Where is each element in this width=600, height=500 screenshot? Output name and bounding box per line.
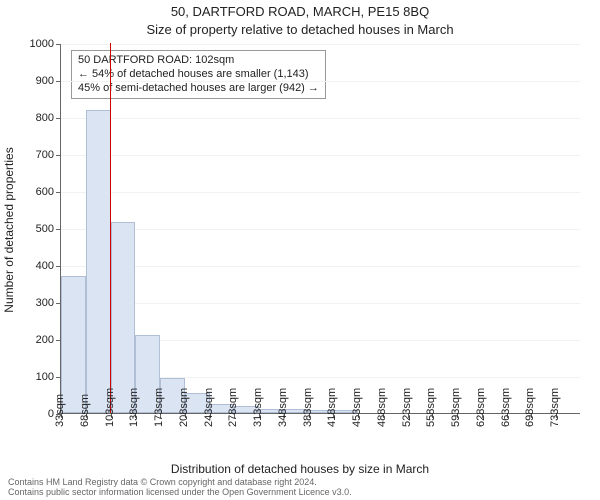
- gridline: [61, 44, 580, 45]
- gridline: [61, 155, 580, 156]
- y-tick-label: 0: [14, 408, 54, 420]
- y-tick-label: 500: [14, 223, 54, 235]
- y-tick-label: 100: [14, 371, 54, 383]
- bar: [61, 276, 86, 413]
- y-tick: [56, 81, 61, 82]
- info-box-line1: 50 DARTFORD ROAD: 102sqm: [78, 54, 319, 68]
- info-box-line2: ← 54% of detached houses are smaller (1,…: [78, 68, 319, 82]
- footer-line2: Contains public sector information licen…: [8, 488, 352, 498]
- y-tick: [56, 155, 61, 156]
- marker-line: [110, 43, 111, 413]
- y-tick: [56, 229, 61, 230]
- bar: [111, 222, 136, 413]
- plot-area: 50 DARTFORD ROAD: 102sqm ← 54% of detach…: [60, 44, 580, 414]
- gridline: [61, 118, 580, 119]
- gridline: [61, 192, 580, 193]
- y-tick-label: 800: [14, 112, 54, 124]
- info-box-line3: 45% of semi-detached houses are larger (…: [78, 82, 319, 96]
- y-tick: [56, 118, 61, 119]
- y-tick-label: 200: [14, 334, 54, 346]
- footer-text: Contains HM Land Registry data © Crown c…: [8, 478, 352, 498]
- gridline: [61, 303, 580, 304]
- gridline: [61, 81, 580, 82]
- x-axis-label: Distribution of detached houses by size …: [0, 462, 600, 476]
- y-tick-label: 300: [14, 297, 54, 309]
- y-tick: [56, 44, 61, 45]
- chart-title-description: Size of property relative to detached ho…: [0, 22, 600, 37]
- y-tick: [56, 192, 61, 193]
- gridline: [61, 229, 580, 230]
- chart-container: { "title_line1": "50, DARTFORD ROAD, MAR…: [0, 0, 600, 500]
- y-tick: [56, 266, 61, 267]
- y-tick-label: 900: [14, 75, 54, 87]
- y-tick-label: 700: [14, 149, 54, 161]
- gridline: [61, 266, 580, 267]
- y-tick-label: 600: [14, 186, 54, 198]
- y-tick-label: 400: [14, 260, 54, 272]
- y-tick-label: 1000: [14, 38, 54, 50]
- chart-title-address: 50, DARTFORD ROAD, MARCH, PE15 8BQ: [0, 4, 600, 19]
- bar: [86, 110, 111, 413]
